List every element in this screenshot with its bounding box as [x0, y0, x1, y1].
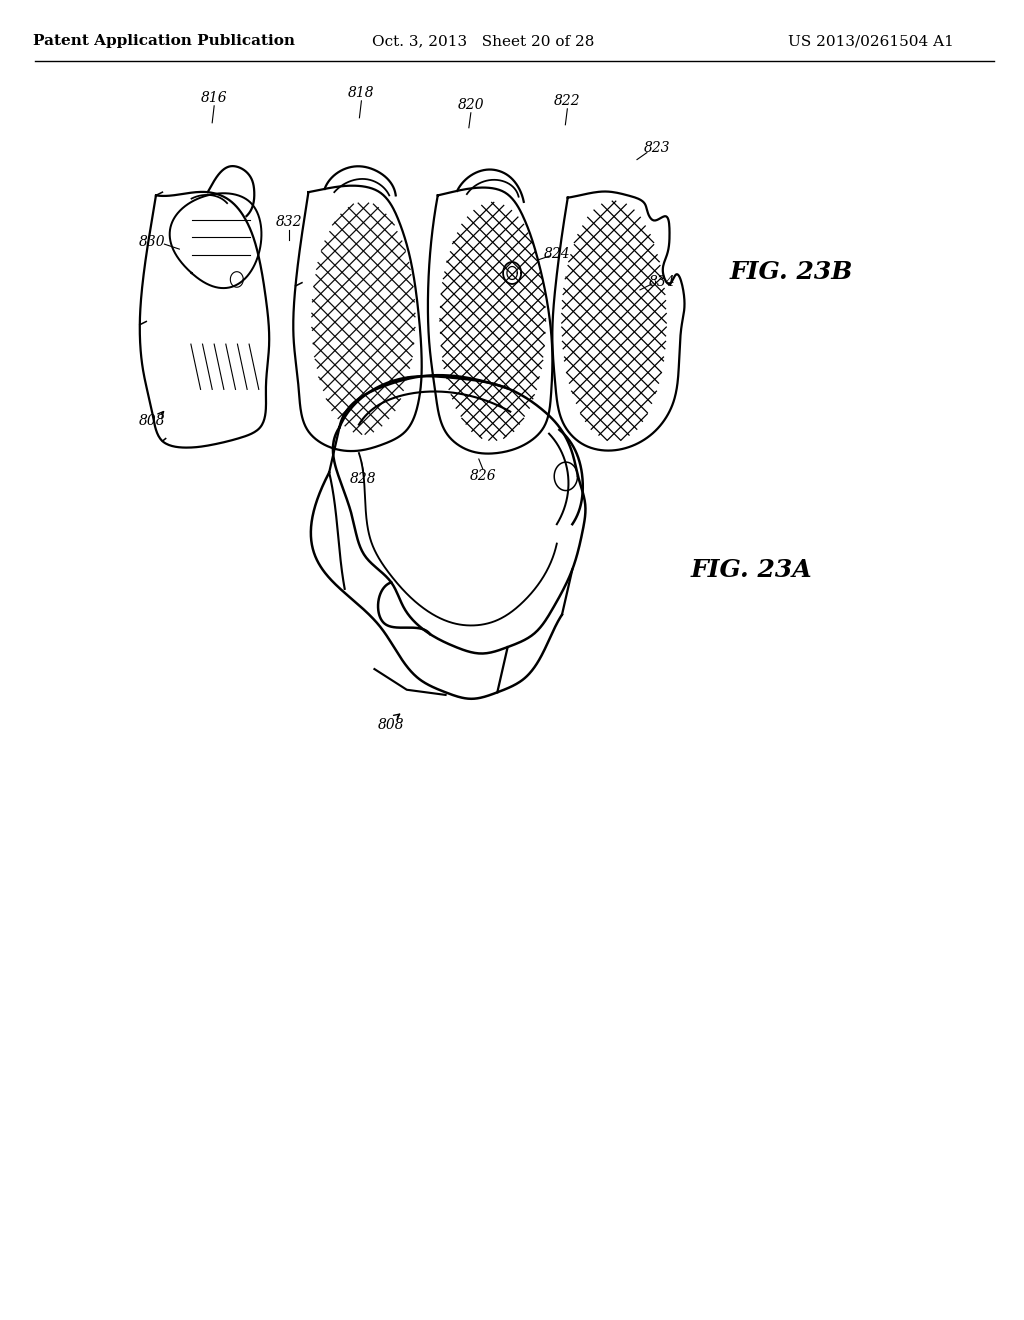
Text: 818: 818 — [348, 86, 375, 100]
Text: 824: 824 — [544, 247, 570, 261]
Text: 832: 832 — [275, 215, 302, 230]
Text: 816: 816 — [201, 91, 227, 104]
Text: Oct. 3, 2013   Sheet 20 of 28: Oct. 3, 2013 Sheet 20 of 28 — [372, 34, 594, 49]
Text: 828: 828 — [350, 473, 377, 486]
Text: FIG. 23A: FIG. 23A — [690, 558, 812, 582]
Text: Patent Application Publication: Patent Application Publication — [34, 34, 295, 49]
Text: 834: 834 — [648, 275, 675, 289]
Text: FIG. 23B: FIG. 23B — [729, 260, 853, 284]
Text: US 2013/0261504 A1: US 2013/0261504 A1 — [787, 34, 953, 49]
Text: 830: 830 — [139, 235, 166, 249]
Text: 808: 808 — [139, 414, 166, 428]
Text: 826: 826 — [469, 469, 496, 483]
Text: 822: 822 — [554, 94, 581, 108]
Text: 820: 820 — [458, 98, 484, 112]
Text: 823: 823 — [643, 141, 670, 154]
Text: 808: 808 — [378, 718, 404, 731]
